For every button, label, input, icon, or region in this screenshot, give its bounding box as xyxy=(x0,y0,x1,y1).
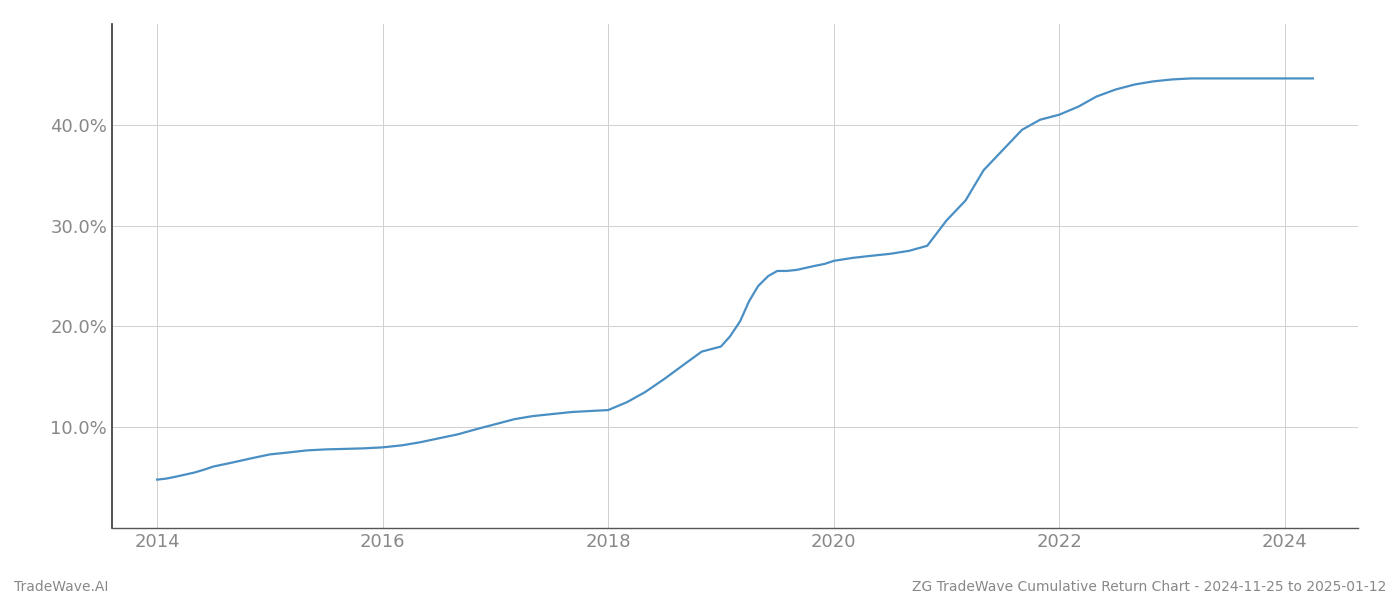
Text: TradeWave.AI: TradeWave.AI xyxy=(14,580,108,594)
Text: ZG TradeWave Cumulative Return Chart - 2024-11-25 to 2025-01-12: ZG TradeWave Cumulative Return Chart - 2… xyxy=(911,580,1386,594)
